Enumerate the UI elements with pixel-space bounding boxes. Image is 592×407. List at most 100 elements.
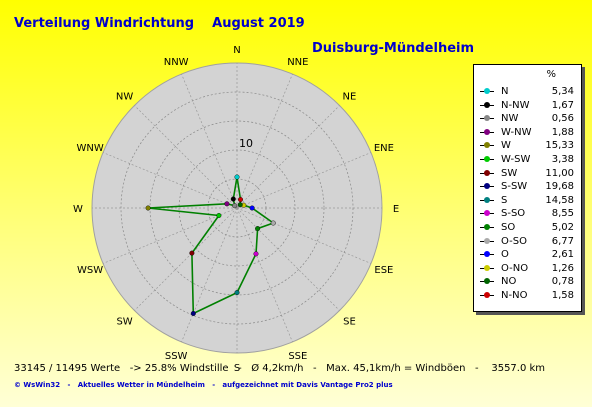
- legend-unit: %: [546, 69, 556, 80]
- legend-direction: W: [501, 140, 511, 152]
- data-point-n: [234, 174, 240, 180]
- legend-direction: NW: [501, 113, 519, 125]
- direction-label: NW: [116, 92, 133, 103]
- legend-direction: NO: [501, 276, 517, 288]
- grid-spoke: [102, 152, 238, 209]
- legend-marker: [484, 169, 490, 176]
- legend-marker: [484, 196, 490, 203]
- legend-direction: S-SW: [501, 181, 528, 193]
- direction-label: ESE: [374, 265, 393, 276]
- legend-direction: N-NW: [501, 99, 530, 111]
- legend-marker: [484, 128, 490, 135]
- direction-label: SSW: [165, 351, 188, 362]
- data-point-s-sw: [190, 310, 196, 316]
- legend-direction: O: [501, 249, 509, 261]
- data-point-so: [255, 226, 261, 232]
- legend-marker: [484, 278, 490, 285]
- data-point-n-no: [238, 197, 244, 203]
- direction-label: NE: [343, 92, 357, 103]
- legend-marker: [484, 264, 490, 271]
- direction-label: NNW: [164, 57, 189, 68]
- legend-value: 1,58: [551, 290, 574, 301]
- legend-direction: SO: [501, 222, 516, 233]
- legend-value: 3,38: [551, 154, 574, 165]
- legend-value: 5,02: [551, 222, 574, 233]
- data-point-n-nw: [230, 196, 236, 202]
- legend-marker: [484, 156, 490, 162]
- legend-entry: S-SW 19,68: [474, 180, 581, 193]
- chart-title: Verteilung Windrichtung August 2019: [14, 16, 305, 31]
- data-point-s: [234, 290, 240, 296]
- direction-label: NNE: [287, 57, 308, 68]
- direction-label: ENE: [374, 143, 394, 154]
- legend-value: 1,88: [551, 126, 574, 138]
- grid-spoke: [181, 207, 238, 343]
- legend-value: 0,78: [551, 276, 574, 288]
- grid-spoke: [236, 207, 372, 264]
- legend-value: 1,67: [551, 99, 574, 111]
- data-point-o-so: [270, 220, 276, 226]
- legend-marker: [484, 142, 490, 149]
- grid-spoke: [134, 105, 238, 209]
- legend-marker: [484, 251, 490, 258]
- legend-direction: O-NO: [501, 262, 529, 274]
- footer-credits: © WsWin32 - Aktuelles Wetter in Mündelhe…: [14, 381, 393, 389]
- grid-spoke: [236, 73, 293, 209]
- legend-entry: N-NO 1,58: [474, 289, 581, 302]
- legend-entry: S-SO 8,55: [474, 207, 581, 220]
- legend-direction: S: [501, 194, 508, 206]
- legend-value: 11,00: [545, 167, 574, 179]
- grid-spoke: [236, 105, 340, 209]
- legend-value: 19,68: [545, 181, 574, 193]
- legend-entry: N 5,34: [474, 85, 581, 98]
- data-point-w-nw: [224, 201, 230, 207]
- legend-marker: [484, 101, 490, 108]
- legend-entry: SO 5,02: [474, 221, 581, 234]
- data-point-sw: [189, 250, 195, 256]
- grid-spoke: [236, 152, 372, 209]
- legend-marker: [484, 88, 490, 94]
- legend-entry: NO 0,78: [474, 275, 581, 288]
- grid-spoke: [236, 207, 293, 343]
- station-name: Duisburg-Mündelheim: [312, 41, 475, 56]
- legend-entry: W-SW 3,38: [474, 153, 581, 166]
- legend-value: 15,33: [545, 140, 574, 152]
- legend-value: 14,58: [545, 194, 574, 206]
- legend-marker: [484, 224, 490, 230]
- legend-entry: O 2,61: [474, 248, 581, 261]
- legend-marker: [484, 292, 490, 298]
- legend-entry: W-NW 1,88: [474, 126, 581, 139]
- grid-ring: [120, 91, 354, 325]
- legend-value: 0,56: [551, 113, 574, 125]
- legend-direction: W-NW: [501, 126, 532, 138]
- legend-entry: S 14,58: [474, 194, 581, 207]
- grid-spoke: [102, 207, 238, 264]
- grid-spoke: [134, 207, 238, 311]
- grid-spoke: [181, 73, 238, 209]
- grid-spoke: [236, 207, 340, 311]
- legend-direction: SW: [501, 167, 518, 179]
- direction-label: SW: [116, 316, 132, 327]
- legend-entry: O-NO 1,26: [474, 262, 581, 275]
- legend-direction: O-SO: [501, 235, 527, 247]
- legend-direction: N: [501, 86, 509, 97]
- legend-direction: W-SW: [501, 154, 531, 165]
- legend-marker: [484, 210, 490, 217]
- legend-value: 5,34: [551, 86, 574, 97]
- data-point-o: [249, 205, 255, 211]
- legend-entry: N-NW 1,67: [474, 99, 581, 112]
- ring-label: 10: [239, 137, 253, 150]
- direction-label: E: [393, 204, 399, 215]
- direction-label: SE: [343, 316, 356, 327]
- direction-label: SSE: [288, 351, 307, 362]
- legend-entry: SW 11,00: [474, 167, 581, 180]
- legend-value: 1,26: [551, 262, 574, 274]
- legend-value: 6,77: [551, 235, 574, 247]
- legend-marker: [484, 115, 490, 122]
- legend-value: 2,61: [551, 249, 574, 261]
- legend-entry: W 15,33: [474, 139, 581, 152]
- legend-marker: [484, 183, 490, 190]
- data-point-w: [145, 205, 151, 211]
- grid-ring: [178, 149, 296, 267]
